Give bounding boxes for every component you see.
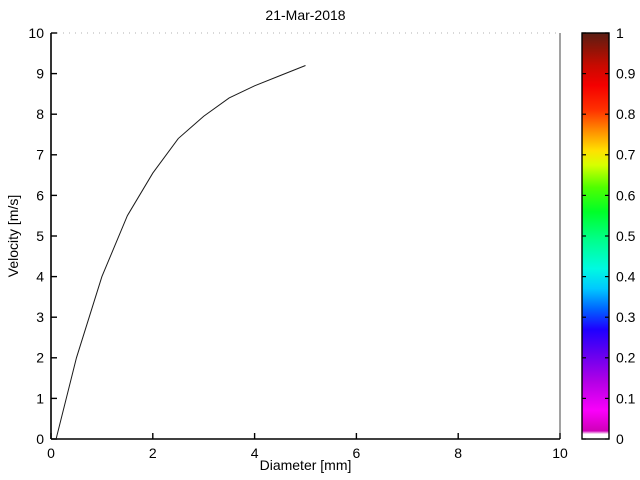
terminal-velocity-curve <box>55 65 306 440</box>
y-tick-label: 6 <box>36 187 44 203</box>
y-tick-label: 4 <box>36 269 44 285</box>
y-tick-label: 2 <box>36 350 44 366</box>
x-axis-ticks: 0 2 4 6 8 10 <box>47 433 568 461</box>
series-group <box>55 65 306 440</box>
colorbar: 0 0.1 0.2 0.3 0.4 0.5 0.6 0.7 0.8 0.9 1 <box>581 25 636 447</box>
colorbar-tick-label: 0 <box>616 431 624 447</box>
x-tick-label: 10 <box>552 445 568 461</box>
colorbar-tick-label: 0.9 <box>616 66 636 82</box>
y-tick-label: 9 <box>36 66 44 82</box>
colorbar-tick-label: 0.4 <box>616 269 636 285</box>
colorbar-gradient <box>581 32 610 440</box>
colorbar-tick-label: 0.5 <box>616 228 636 244</box>
colorbar-tick-label: 0.2 <box>616 350 636 366</box>
colorbar-tick-label: 0.8 <box>616 106 636 122</box>
x-tick-label: 2 <box>149 445 157 461</box>
colorbar-tick-label: 0.6 <box>616 187 636 203</box>
colorbar-tick-label: 1 <box>616 25 624 41</box>
x-axis-label: Diameter [mm] <box>259 457 352 473</box>
x-tick-label: 0 <box>47 445 55 461</box>
y-axis-ticks: 0 1 2 3 4 5 6 7 8 9 10 <box>28 25 57 447</box>
y-tick-label: 7 <box>36 147 44 163</box>
colorbar-tick-label: 0.3 <box>616 309 636 325</box>
colorbar-tick-label: 0.1 <box>616 390 636 406</box>
axes-frame <box>50 32 561 440</box>
x-tick-label: 8 <box>454 445 462 461</box>
y-tick-label: 1 <box>36 390 44 406</box>
y-tick-label: 8 <box>36 106 44 122</box>
y-tick-label: 3 <box>36 309 44 325</box>
y-tick-label: 10 <box>28 25 44 41</box>
y-tick-label: 0 <box>36 431 44 447</box>
x-tick-label: 6 <box>353 445 361 461</box>
y-tick-label: 5 <box>36 228 44 244</box>
x-tick-label: 4 <box>251 445 259 461</box>
plot-title: 21-Mar-2018 <box>265 7 346 23</box>
colorbar-tick-label: 0.7 <box>616 147 636 163</box>
